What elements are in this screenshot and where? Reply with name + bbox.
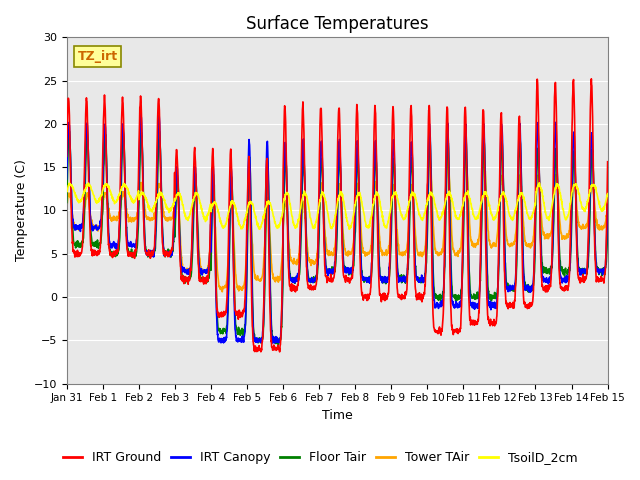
- Text: TZ_irt: TZ_irt: [77, 50, 118, 63]
- Title: Surface Temperatures: Surface Temperatures: [246, 15, 428, 33]
- X-axis label: Time: Time: [322, 409, 353, 422]
- Legend: IRT Ground, IRT Canopy, Floor Tair, Tower TAir, TsoilD_2cm: IRT Ground, IRT Canopy, Floor Tair, Towe…: [58, 446, 582, 469]
- Y-axis label: Temperature (C): Temperature (C): [15, 159, 28, 262]
